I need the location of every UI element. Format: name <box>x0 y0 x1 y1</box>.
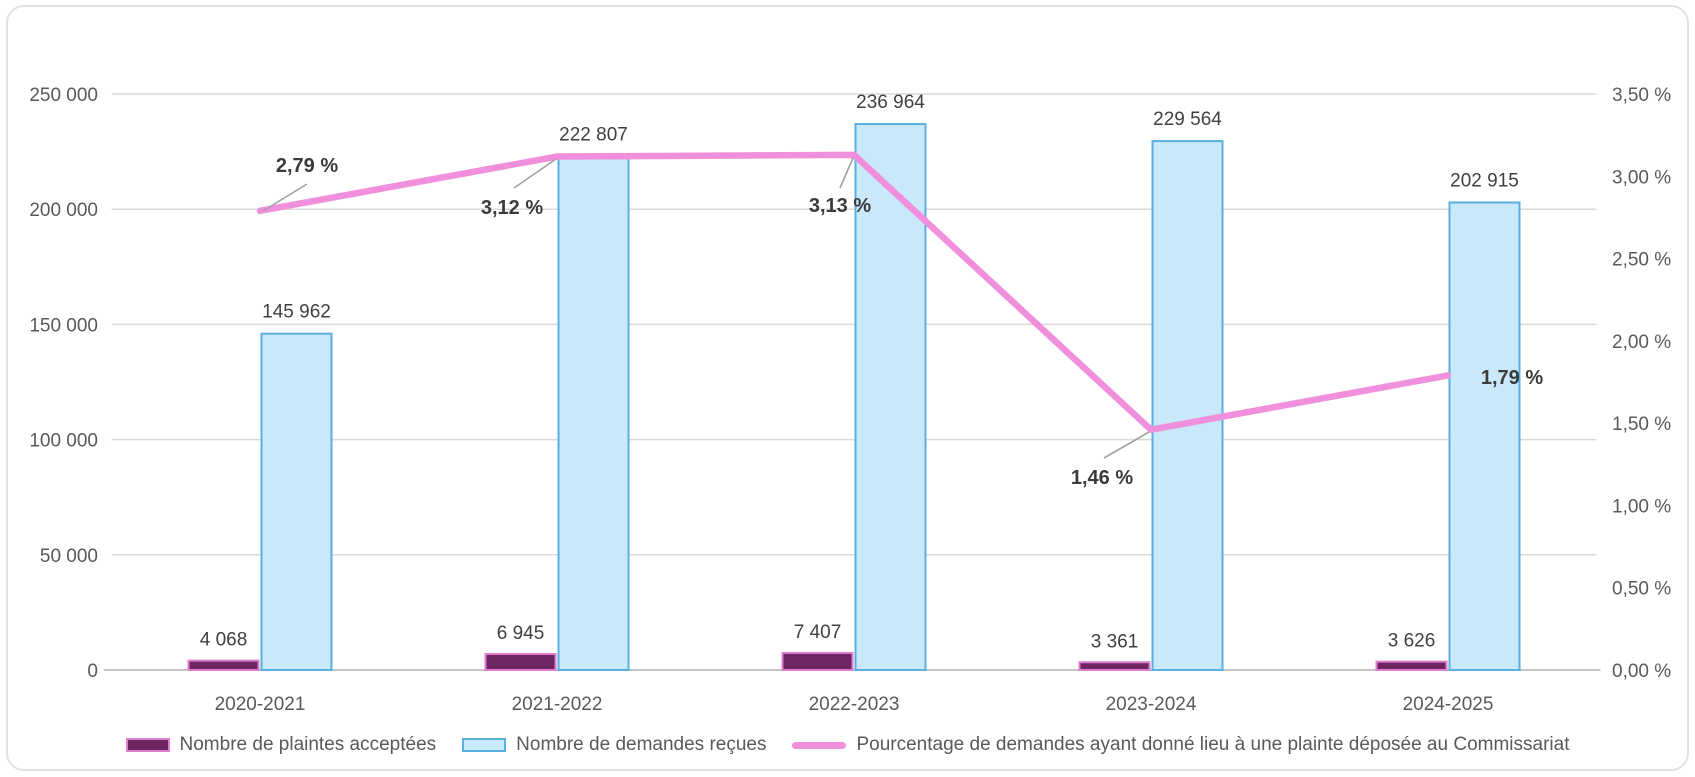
leader-line <box>262 183 308 212</box>
bar-value-label: 3 626 <box>1388 631 1436 652</box>
axis-tick-label-right: 0,00 % <box>1612 661 1671 682</box>
bar-demandes-recues <box>1448 201 1521 672</box>
axis-tick-label-right: 1,00 % <box>1612 496 1671 517</box>
bar-plaintes-acceptees <box>1078 661 1151 671</box>
bar-value-label: 3 361 <box>1091 631 1139 652</box>
legend-swatch-demandes-icon <box>462 738 507 752</box>
bar-value-label: 236 964 <box>856 92 925 113</box>
bar-plaintes-acceptees <box>1375 660 1448 671</box>
bar-demandes-recues <box>854 123 927 671</box>
axis-tick-label-left: 0 <box>87 661 98 682</box>
legend-item-pourcentage: Pourcentage de demandes ayant donné lieu… <box>792 734 1569 756</box>
bar-value-label: 6 945 <box>497 623 545 644</box>
legend-label-plaintes: Nombre de plaintes acceptées <box>179 734 437 755</box>
legend-swatch-plaintes-icon <box>125 738 170 752</box>
legend-label-pourcentage: Pourcentage de demandes ayant donné lieu… <box>856 734 1570 755</box>
legend-label-demandes: Nombre de demandes reçues <box>516 734 767 755</box>
category-label: 2024-2025 <box>1403 694 1494 715</box>
legend-item-plaintes-acceptees: Nombre de plaintes acceptées <box>125 734 437 756</box>
bar-demandes-recues <box>557 155 630 672</box>
bar-demandes-recues <box>260 332 333 671</box>
percent-label: 3,13 % <box>809 195 871 217</box>
axis-tick-label-right: 3,50 % <box>1612 85 1671 106</box>
axis-tick-label-right: 0,50 % <box>1612 579 1671 600</box>
chart-legend: Nombre de plaintes acceptées Nombre de d… <box>0 734 1695 756</box>
bar-plaintes-acceptees <box>484 652 557 671</box>
bar-plaintes-acceptees <box>187 659 260 671</box>
legend-item-demandes-recues: Nombre de demandes reçues <box>462 734 766 756</box>
percent-label: 1,46 % <box>1071 467 1133 489</box>
bar-value-label: 145 962 <box>262 302 331 323</box>
leader-line <box>839 157 854 189</box>
percent-label: 2,79 % <box>276 155 338 177</box>
percent-label: 1,79 % <box>1481 367 1543 389</box>
category-label: 2023-2024 <box>1106 694 1197 715</box>
axis-tick-label-left: 200 000 <box>29 200 98 221</box>
bar-value-label: 229 564 <box>1153 109 1222 130</box>
line-pourcentage <box>256 151 1452 433</box>
axis-tick-label-right: 2,50 % <box>1612 250 1671 271</box>
axis-tick-label-right: 3,00 % <box>1612 167 1671 188</box>
axis-tick-label-left: 250 000 <box>29 85 98 106</box>
axis-tick-label-left: 150 000 <box>29 315 98 336</box>
axis-tick-label-right: 1,50 % <box>1612 414 1671 435</box>
axis-tick-label-right: 2,00 % <box>1612 332 1671 353</box>
category-label: 2022-2023 <box>809 694 900 715</box>
bar-demandes-recues <box>1151 140 1224 672</box>
bar-plaintes-acceptees <box>781 651 854 671</box>
axis-tick-label-left: 50 000 <box>40 546 98 567</box>
bar-value-label: 7 407 <box>794 622 842 643</box>
axis-tick-label-left: 100 000 <box>29 431 98 452</box>
legend-swatch-pourcentage-icon <box>792 741 847 749</box>
percent-label: 3,12 % <box>481 197 543 219</box>
category-label: 2020-2021 <box>215 694 306 715</box>
bar-value-label: 222 807 <box>559 125 628 146</box>
leader-line <box>513 158 557 189</box>
category-label: 2021-2022 <box>512 694 603 715</box>
leader-line <box>1103 431 1150 459</box>
bar-value-label: 4 068 <box>200 630 248 651</box>
bar-value-label: 202 915 <box>1450 170 1519 191</box>
